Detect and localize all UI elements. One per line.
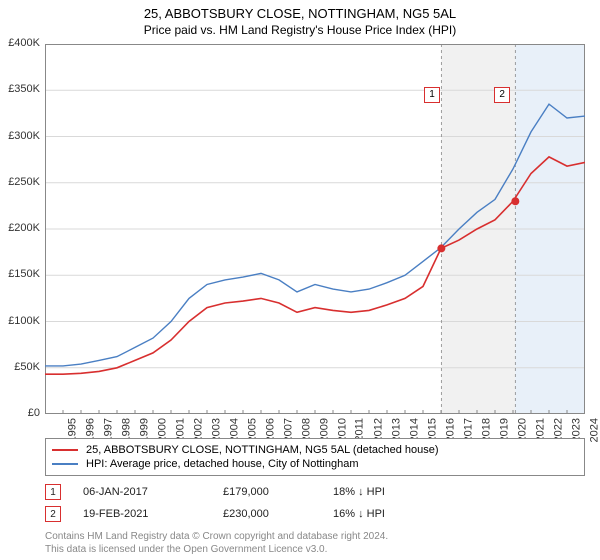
sale-marker-box: 1 [424,87,440,103]
y-axis-label: £0 [0,407,40,419]
sale-pct: 16% ↓ HPI [333,508,473,520]
y-axis-label: £350K [0,83,40,95]
sale-date: 19-FEB-2021 [83,508,223,520]
y-axis-label: £150K [0,268,40,280]
y-axis-label: £50K [0,361,40,373]
legend-swatch [52,449,78,451]
sale-row-marker: 1 [45,484,61,500]
y-axis-label: £100K [0,315,40,327]
sale-row-marker: 2 [45,506,61,522]
y-axis-label: £300K [0,130,40,142]
y-axis-label: £250K [0,176,40,188]
legend-row: HPI: Average price, detached house, City… [52,457,578,471]
sale-price: £230,000 [223,508,333,520]
chart-title-address: 25, ABBOTSBURY CLOSE, NOTTINGHAM, NG5 5A… [0,0,600,21]
legend-swatch [52,463,78,465]
y-axis-label: £200K [0,222,40,234]
sale-row: 2 19-FEB-2021£230,00016% ↓ HPI [45,506,585,522]
sale-pct: 18% ↓ HPI [333,486,473,498]
legend-label: HPI: Average price, detached house, City… [86,458,359,470]
footnote: Contains HM Land Registry data © Crown c… [45,530,388,556]
legend-box: 25, ABBOTSBURY CLOSE, NOTTINGHAM, NG5 5A… [45,438,585,476]
y-axis-label: £400K [0,37,40,49]
sale-row: 1 06-JAN-2017£179,00018% ↓ HPI [45,484,585,500]
footnote-line1: Contains HM Land Registry data © Crown c… [45,530,388,543]
chart-container: 25, ABBOTSBURY CLOSE, NOTTINGHAM, NG5 5A… [0,0,600,560]
sale-price: £179,000 [223,486,333,498]
sale-date: 06-JAN-2017 [83,486,223,498]
footnote-line2: This data is licensed under the Open Gov… [45,543,388,556]
legend-row: 25, ABBOTSBURY CLOSE, NOTTINGHAM, NG5 5A… [52,443,578,457]
x-axis-label: 2024 [588,418,589,442]
legend-label: 25, ABBOTSBURY CLOSE, NOTTINGHAM, NG5 5A… [86,444,439,456]
sale-marker-box: 2 [494,87,510,103]
chart-title-sub: Price paid vs. HM Land Registry's House … [0,21,600,37]
chart-area: £0£50K£100K£150K£200K£250K£300K£350K£400… [45,44,585,414]
